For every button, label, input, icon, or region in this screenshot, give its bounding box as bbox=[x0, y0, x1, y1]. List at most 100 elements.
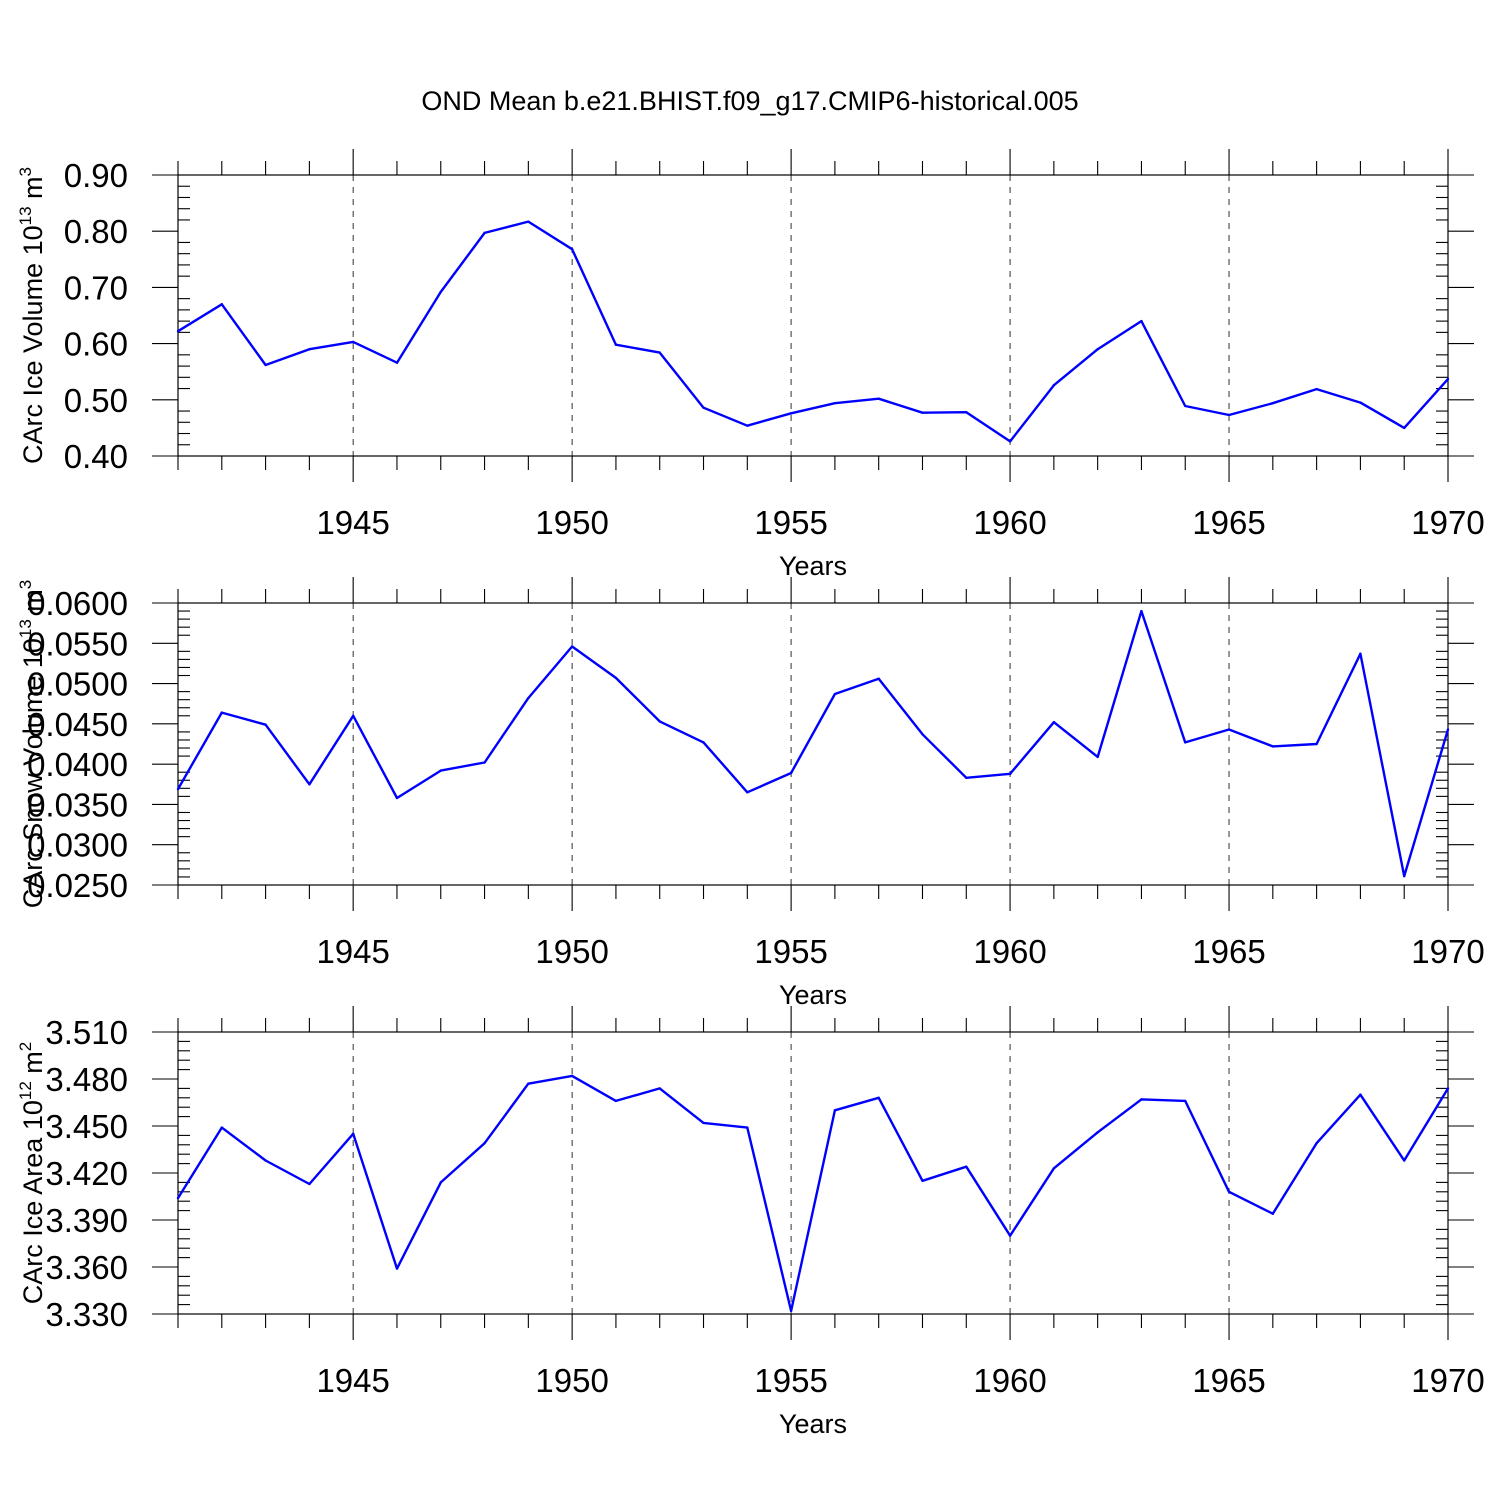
data-point bbox=[1315, 1142, 1318, 1145]
x-tick-label: 1945 bbox=[316, 933, 389, 970]
y-tick-label: 0.40 bbox=[64, 438, 128, 475]
y-axis-label: CArc Snow Volume 1013 m3 bbox=[16, 580, 48, 909]
y-axis-label-part: 13 bbox=[16, 206, 35, 225]
data-point bbox=[1140, 319, 1143, 323]
data-point bbox=[746, 424, 749, 427]
y-tick-label: 3.420 bbox=[45, 1155, 128, 1192]
x-tick-label: 1955 bbox=[754, 933, 827, 970]
data-point bbox=[658, 720, 661, 723]
data-point bbox=[1184, 741, 1187, 744]
x-tick-label: 1970 bbox=[1411, 933, 1484, 970]
data-point bbox=[965, 1165, 968, 1168]
data-point bbox=[483, 231, 486, 235]
data-point bbox=[614, 1099, 618, 1103]
y-tick-label: 0.60 bbox=[64, 326, 128, 363]
data-point bbox=[877, 397, 880, 400]
y-axis-label-part: 13 bbox=[16, 619, 35, 638]
y-tick-label: 3.450 bbox=[45, 1108, 128, 1145]
y-axis-label-part: CArc Ice Volume 10 bbox=[18, 225, 48, 464]
chart-title: OND Mean b.e21.BHIST.f09_g17.CMIP6-histo… bbox=[421, 86, 1078, 116]
chart-panel-1: 0.40 0.50 0.60 0.70 0.80 0.90 1945 1950 1955 1960… bbox=[16, 149, 1485, 581]
y-tick-label: 0.0500 bbox=[27, 666, 128, 703]
x-tick-label: 1955 bbox=[754, 1362, 827, 1399]
data-point bbox=[746, 791, 749, 794]
y-tick-label: 3.390 bbox=[45, 1202, 128, 1239]
data-point bbox=[921, 1179, 924, 1183]
data-point bbox=[965, 410, 968, 414]
data-point bbox=[176, 1196, 180, 1200]
data-point bbox=[1096, 1131, 1099, 1134]
data-point bbox=[789, 1309, 793, 1313]
data-point bbox=[1403, 1159, 1406, 1162]
data-point bbox=[1052, 721, 1056, 724]
data-point bbox=[658, 351, 661, 354]
data-point bbox=[1227, 1190, 1231, 1194]
x-tick-label: 1950 bbox=[535, 504, 608, 541]
y-axis-label-part: m bbox=[18, 1051, 48, 1081]
data-point bbox=[877, 677, 880, 680]
y-axis-label: CArc Ice Volume 1013 m3 bbox=[16, 167, 48, 464]
data-point bbox=[570, 1074, 574, 1078]
data-point bbox=[308, 348, 311, 351]
data-point bbox=[1227, 413, 1231, 417]
data-point bbox=[220, 711, 223, 714]
x-axis-label: Years bbox=[779, 980, 847, 1010]
data-point bbox=[1052, 1167, 1056, 1170]
data-point bbox=[1096, 348, 1099, 351]
data-point bbox=[1052, 383, 1056, 387]
x-tick-label: 1965 bbox=[1192, 933, 1265, 970]
data-point bbox=[1184, 1099, 1187, 1103]
x-axis-label: Years bbox=[779, 551, 847, 581]
data-point bbox=[965, 776, 968, 780]
data-point bbox=[176, 787, 180, 791]
x-tick-label: 1960 bbox=[973, 1362, 1046, 1399]
series-line bbox=[176, 1074, 1450, 1313]
plot-frame bbox=[177, 602, 1449, 886]
data-point bbox=[1184, 404, 1187, 408]
data-point bbox=[1359, 401, 1362, 404]
data-point bbox=[789, 412, 793, 415]
x-tick-label: 1960 bbox=[973, 504, 1046, 541]
data-point bbox=[1271, 401, 1275, 405]
data-point bbox=[264, 1159, 267, 1162]
data-point bbox=[921, 411, 924, 414]
x-tick-label: 1945 bbox=[316, 1362, 389, 1399]
data-point bbox=[570, 247, 574, 251]
data-point bbox=[1140, 609, 1143, 613]
data-point bbox=[702, 1121, 705, 1125]
data-point bbox=[1403, 426, 1406, 430]
y-tick-label: 3.360 bbox=[45, 1249, 128, 1286]
y-axis-label-part: m bbox=[18, 176, 48, 206]
y-tick-label: 0.0450 bbox=[27, 706, 128, 743]
data-point bbox=[1271, 1212, 1275, 1215]
x-tick-label: 1970 bbox=[1411, 504, 1484, 541]
data-point bbox=[1008, 440, 1012, 443]
x-axis-label: Years bbox=[779, 1409, 847, 1439]
data-point bbox=[395, 361, 399, 364]
data-point bbox=[1359, 652, 1362, 655]
chart-panel-3: 3.330 3.360 3.390 3.420 3.450 3.480 3.510 1945 1… bbox=[16, 1006, 1485, 1439]
y-tick-label: 3.330 bbox=[45, 1296, 128, 1333]
data-point bbox=[789, 771, 793, 775]
y-tick-label: 0.80 bbox=[64, 213, 128, 250]
data-point bbox=[439, 769, 442, 772]
data-point bbox=[439, 290, 442, 294]
data-point bbox=[570, 645, 574, 648]
data-point bbox=[1315, 742, 1318, 746]
y-axis-label-part: CArc Ice Area 10 bbox=[18, 1100, 48, 1304]
y-tick-label: 0.50 bbox=[64, 382, 128, 419]
data-point bbox=[395, 1267, 399, 1270]
data-point bbox=[527, 696, 530, 700]
x-tick-label: 1960 bbox=[973, 933, 1046, 970]
y-tick-label: 0.0550 bbox=[27, 625, 128, 662]
y-axis-label: CArc Ice Area 1012 m2 bbox=[16, 1042, 48, 1305]
y-tick-label: 0.0350 bbox=[27, 786, 128, 823]
data-point bbox=[1446, 1087, 1450, 1090]
y-tick-label: 3.510 bbox=[45, 1014, 128, 1051]
series-line bbox=[176, 609, 1450, 878]
data-point bbox=[1008, 772, 1012, 776]
data-point bbox=[921, 733, 924, 736]
y-tick-label: 0.0250 bbox=[27, 867, 128, 904]
data-point bbox=[351, 340, 355, 344]
